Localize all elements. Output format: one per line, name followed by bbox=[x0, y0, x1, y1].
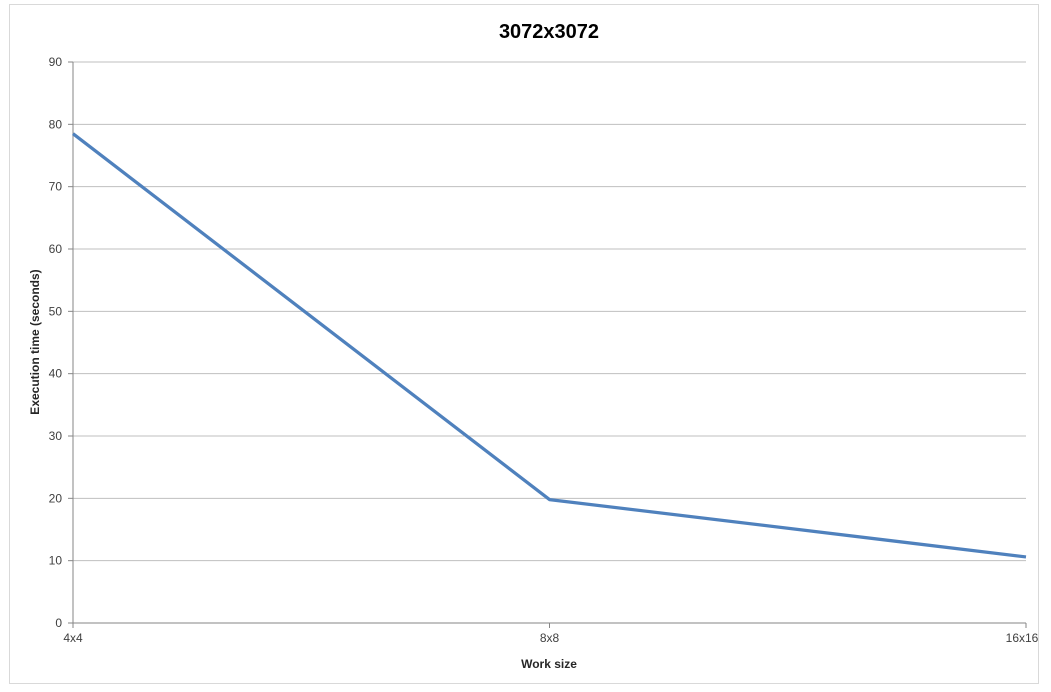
y-tick-label: 60 bbox=[49, 242, 63, 256]
y-tick-label: 70 bbox=[49, 180, 63, 194]
x-tick-label: 16x16 bbox=[1006, 631, 1039, 645]
x-tick-label: 4x4 bbox=[63, 631, 83, 645]
chart-title: 3072x3072 bbox=[499, 21, 599, 43]
y-tick-label: 10 bbox=[49, 554, 63, 568]
series-line bbox=[72, 132, 1027, 559]
y-tick-label: 40 bbox=[49, 367, 63, 381]
series-layer bbox=[72, 132, 1027, 559]
y-tick-label: 0 bbox=[55, 616, 62, 630]
chart-frame bbox=[9, 4, 1039, 684]
y-tick-label: 90 bbox=[49, 55, 63, 69]
y-tick-label: 20 bbox=[49, 491, 63, 505]
x-axis-title: Work size bbox=[521, 657, 577, 671]
gridlines bbox=[73, 61, 1026, 562]
y-axis-title: Execution time (seconds) bbox=[28, 269, 42, 414]
y-tick-label: 50 bbox=[49, 304, 63, 318]
x-tick-label: 8x8 bbox=[540, 631, 560, 645]
y-tick-label: 30 bbox=[49, 429, 63, 443]
y-axis-tick-labels: 0 10 20 30 40 50 60 70 80 90 bbox=[49, 55, 73, 630]
x-axis-tick-labels: 4x4 8x8 16x16 bbox=[63, 623, 1039, 645]
y-tick-label: 80 bbox=[49, 117, 63, 131]
